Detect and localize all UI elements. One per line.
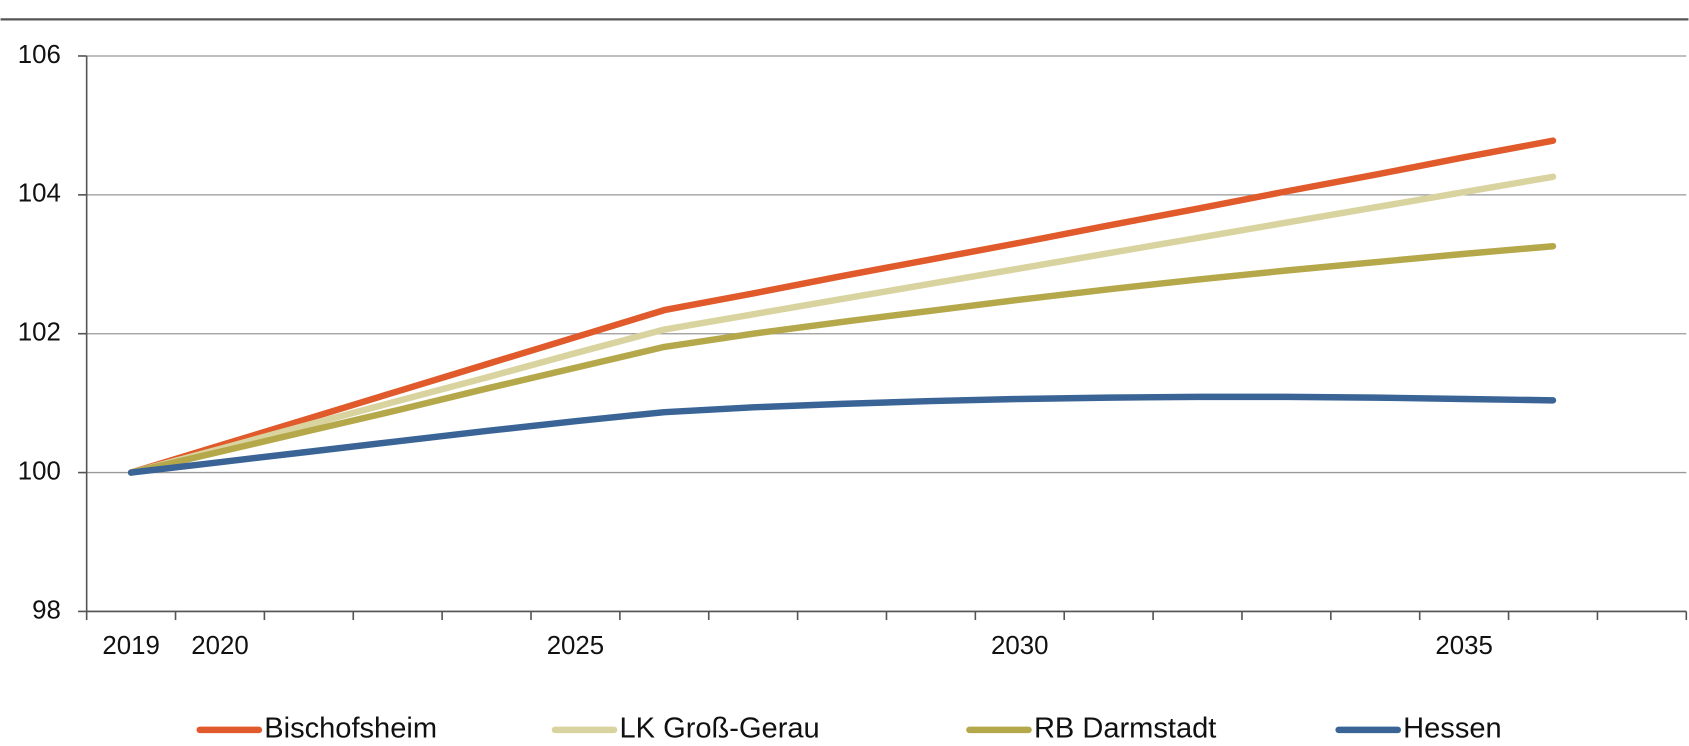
legend-label: Bischofsheim — [264, 713, 437, 745]
legend-label: Hessen — [1403, 713, 1502, 745]
series-line — [127, 173, 1557, 476]
y-tick-label: 98 — [32, 596, 61, 624]
x-tick-label: 2035 — [1435, 632, 1492, 660]
legend: Bischofsheim LK Groß-Gerau RB Darmstadt Hes… — [196, 713, 1502, 745]
series-line — [127, 242, 1557, 476]
x-tick-label: 2025 — [547, 632, 604, 660]
y-tick-label: 100 — [18, 457, 61, 485]
x-tick-label: 2030 — [991, 632, 1048, 660]
series-line — [127, 393, 1557, 476]
y-tick-label: 102 — [18, 319, 61, 347]
legend-label: RB Darmstadt — [1034, 713, 1216, 745]
legend-label: LK Groß-Gerau — [620, 713, 820, 745]
series-line — [127, 137, 1557, 476]
y-tick-label: 104 — [18, 180, 61, 208]
x-tick-label: 2020 — [191, 632, 248, 660]
x-tick-label: 2019 — [102, 632, 159, 660]
y-tick-label: 106 — [18, 41, 61, 69]
